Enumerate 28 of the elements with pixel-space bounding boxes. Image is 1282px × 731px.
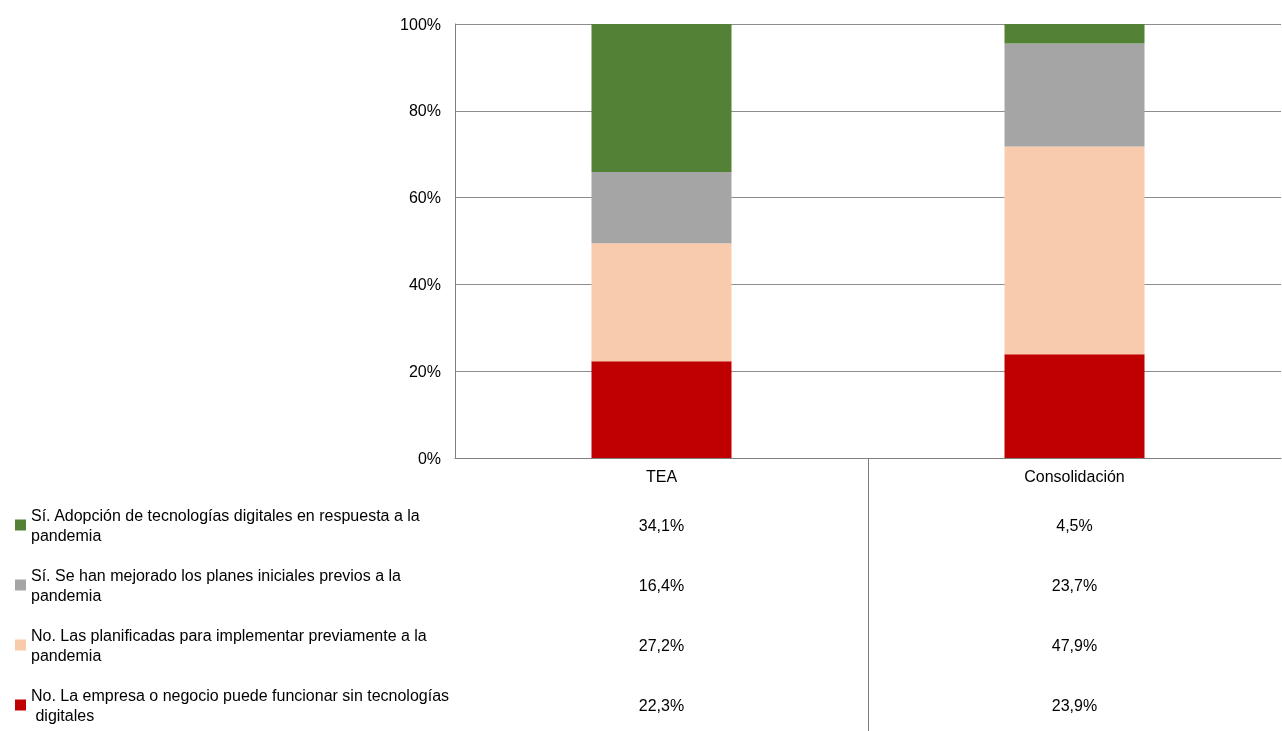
bar	[1004, 24, 1145, 44]
data-label: 22,3%	[638, 696, 685, 714]
legend-label: No. La empresa o negocio puede funcionar sin tecnologías digitales	[31, 686, 450, 724]
x-tick-label: TEA	[645, 467, 678, 485]
data-label: 16,4%	[638, 576, 685, 594]
legend-label: Sí. Adopción de tecnologías digitales en respuesta a la pandemia	[31, 506, 425, 544]
x-tick-label: Consolidación	[1024, 467, 1125, 485]
bar	[591, 361, 732, 458]
y-tick-label: 100%	[400, 15, 441, 33]
y-tick-label: 60%	[408, 189, 441, 207]
y-tick-label: 80%	[408, 102, 441, 120]
data-label: 27,2%	[638, 636, 685, 654]
y-tick-label: 40%	[408, 275, 441, 293]
bar	[1004, 146, 1145, 355]
bar	[591, 243, 732, 362]
legend-label: Sí. Se han mejorado los planes iniciales previos a la pandemia	[31, 566, 406, 604]
bar	[1004, 354, 1145, 458]
bar	[591, 24, 732, 172]
y-tick-label: 20%	[408, 362, 441, 380]
y-tick-label: 0%	[417, 449, 441, 467]
data-label: 23,7%	[1051, 576, 1098, 594]
bar	[591, 171, 732, 244]
data-label: 4,5%	[1056, 516, 1093, 534]
bar	[1004, 43, 1145, 147]
data-label: 34,1%	[638, 516, 685, 534]
data-label: 47,9%	[1051, 636, 1098, 654]
legend-label: No. Las planificadas para implementar previamente a la pandemia	[31, 626, 432, 664]
data-label: 23,9%	[1051, 696, 1098, 714]
